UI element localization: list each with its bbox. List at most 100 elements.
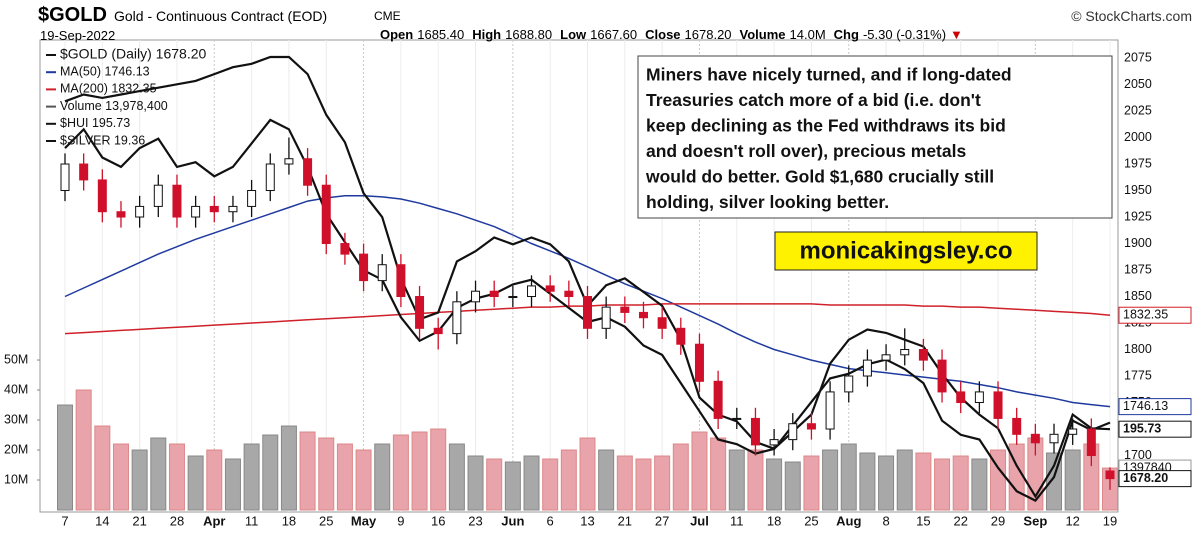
candle-body: [508, 296, 518, 299]
candle-body: [452, 301, 462, 335]
exchange: CME: [374, 9, 401, 23]
y-tick-label: 1975: [1124, 156, 1152, 170]
volume-bar: [784, 461, 801, 511]
quote-value: 14.0M: [789, 27, 826, 42]
last-value-box: [1118, 470, 1192, 488]
volume-bar: [467, 455, 484, 511]
y-tick-label: 2025: [1124, 103, 1152, 117]
volume-bar: [336, 443, 353, 511]
x-tick-label: 27: [655, 513, 669, 528]
candle-body: [881, 354, 891, 361]
annotation-line: keep declining as the Fed withdraws its …: [646, 116, 1006, 136]
annotation-line: would do better. Gold $1,680 crucially s…: [645, 167, 994, 187]
x-tick-label: 22: [953, 513, 967, 528]
volume-bar: [224, 458, 241, 511]
quote-label: Open: [380, 27, 414, 42]
volume-bar: [504, 461, 521, 511]
x-tick-label: 19: [1103, 513, 1117, 528]
x-tick-label: 12: [1065, 513, 1079, 528]
x-tick-label: 15: [916, 513, 930, 528]
volume-bar: [747, 449, 764, 511]
legend-label: $GOLD (Daily) 1678.20: [60, 46, 207, 62]
y-tick-label: 1700: [1124, 448, 1152, 462]
annotation-box: [637, 55, 1113, 219]
last-value-label: 1746.13: [1123, 399, 1168, 413]
candle-body: [265, 163, 275, 192]
candle-body: [788, 423, 798, 441]
last-value-label: 195.73: [1123, 421, 1161, 435]
volume-bar: [598, 449, 615, 511]
annotation: Miners have nicely turned, and if long-d…: [645, 65, 1012, 213]
legend: $GOLD (Daily) 1678.20 MA(50) 1746.13 MA(20…: [46, 46, 207, 147]
candle-body: [769, 439, 779, 446]
candle-body: [284, 158, 294, 165]
quote-value: 1678.20: [684, 27, 732, 42]
volume-bar: [411, 431, 428, 511]
last-value-label: 1832.35: [1123, 308, 1168, 322]
x-tick-label: 11: [730, 513, 744, 528]
volume-tick-label: 50M: [4, 352, 28, 366]
x-tick-label: 16: [431, 513, 445, 528]
candle-body: [433, 327, 443, 335]
volume-bar: [915, 452, 932, 511]
x-tick-label: 9: [397, 513, 404, 528]
y-tick-label: 2075: [1124, 50, 1152, 64]
candle-body: [209, 205, 219, 213]
x-tick-label: 11: [245, 513, 259, 528]
candle-body: [564, 290, 574, 298]
volume-tick-label: 40M: [4, 382, 28, 396]
volume-bar: [542, 458, 559, 511]
x-tick-label: Aug: [836, 513, 861, 528]
copyright: © StockCharts.com: [1071, 8, 1192, 24]
candle-body: [1030, 433, 1040, 444]
y-tick-label: 1775: [1124, 368, 1152, 382]
candle-body: [303, 158, 313, 186]
quote-value: 1685.40: [417, 27, 465, 42]
x-tick-label: Sep: [1023, 513, 1047, 528]
volume-bar: [523, 455, 540, 511]
volume-bar: [355, 449, 372, 511]
candle-body: [806, 423, 816, 430]
quote-label: Close: [645, 27, 681, 42]
candle-body: [135, 205, 145, 218]
volume-bar: [579, 437, 596, 511]
down-arrow: ▼: [950, 27, 963, 42]
candle-body: [340, 243, 350, 255]
last-value-box: [1118, 398, 1192, 416]
quote-row: Open 1685.40 High 1688.80 Low 1667.60 Close 167…: [372, 27, 963, 42]
candle-body: [377, 264, 387, 282]
volume-bar: [187, 455, 204, 511]
volume-bar: [840, 443, 857, 511]
volume-bar: [728, 449, 745, 511]
legend-label: Volume 13,978,400: [60, 99, 168, 113]
volume-bar: [243, 443, 260, 511]
candles: [60, 137, 1115, 490]
x-tick-label: Jul: [690, 513, 709, 528]
quote-label: Low: [560, 27, 587, 42]
volume-tick-label: 30M: [4, 412, 28, 426]
volume-bar: [878, 455, 895, 511]
candle-body: [918, 349, 928, 361]
header: $GOLD Gold - Continuous Contract (EOD) C…: [0, 0, 1200, 44]
candle-body: [1086, 428, 1096, 457]
y-tick-label: 1800: [1124, 342, 1152, 356]
y-tick-label: 2050: [1124, 77, 1152, 91]
symbol: $GOLD: [38, 4, 107, 26]
legend-label: $SILVER 19.36: [60, 133, 145, 147]
volume-bar: [392, 434, 409, 511]
candle-body: [825, 391, 835, 430]
quote-value: -5.30 (-0.31%): [862, 27, 947, 42]
last-value-label: 1678.20: [1123, 471, 1168, 485]
volume-tick-label: 10M: [4, 472, 28, 486]
candle-body: [620, 306, 630, 313]
candle-body: [1049, 433, 1059, 444]
candle-body: [545, 285, 555, 292]
y-tick-label: 1900: [1124, 236, 1152, 250]
x-tick-label: May: [351, 513, 377, 528]
legend-label: $HUI 195.73: [60, 116, 130, 130]
volume-bar: [635, 458, 652, 511]
quote-label: Volume: [739, 27, 786, 42]
volume-bar: [691, 431, 708, 511]
candle-body: [1105, 470, 1115, 480]
